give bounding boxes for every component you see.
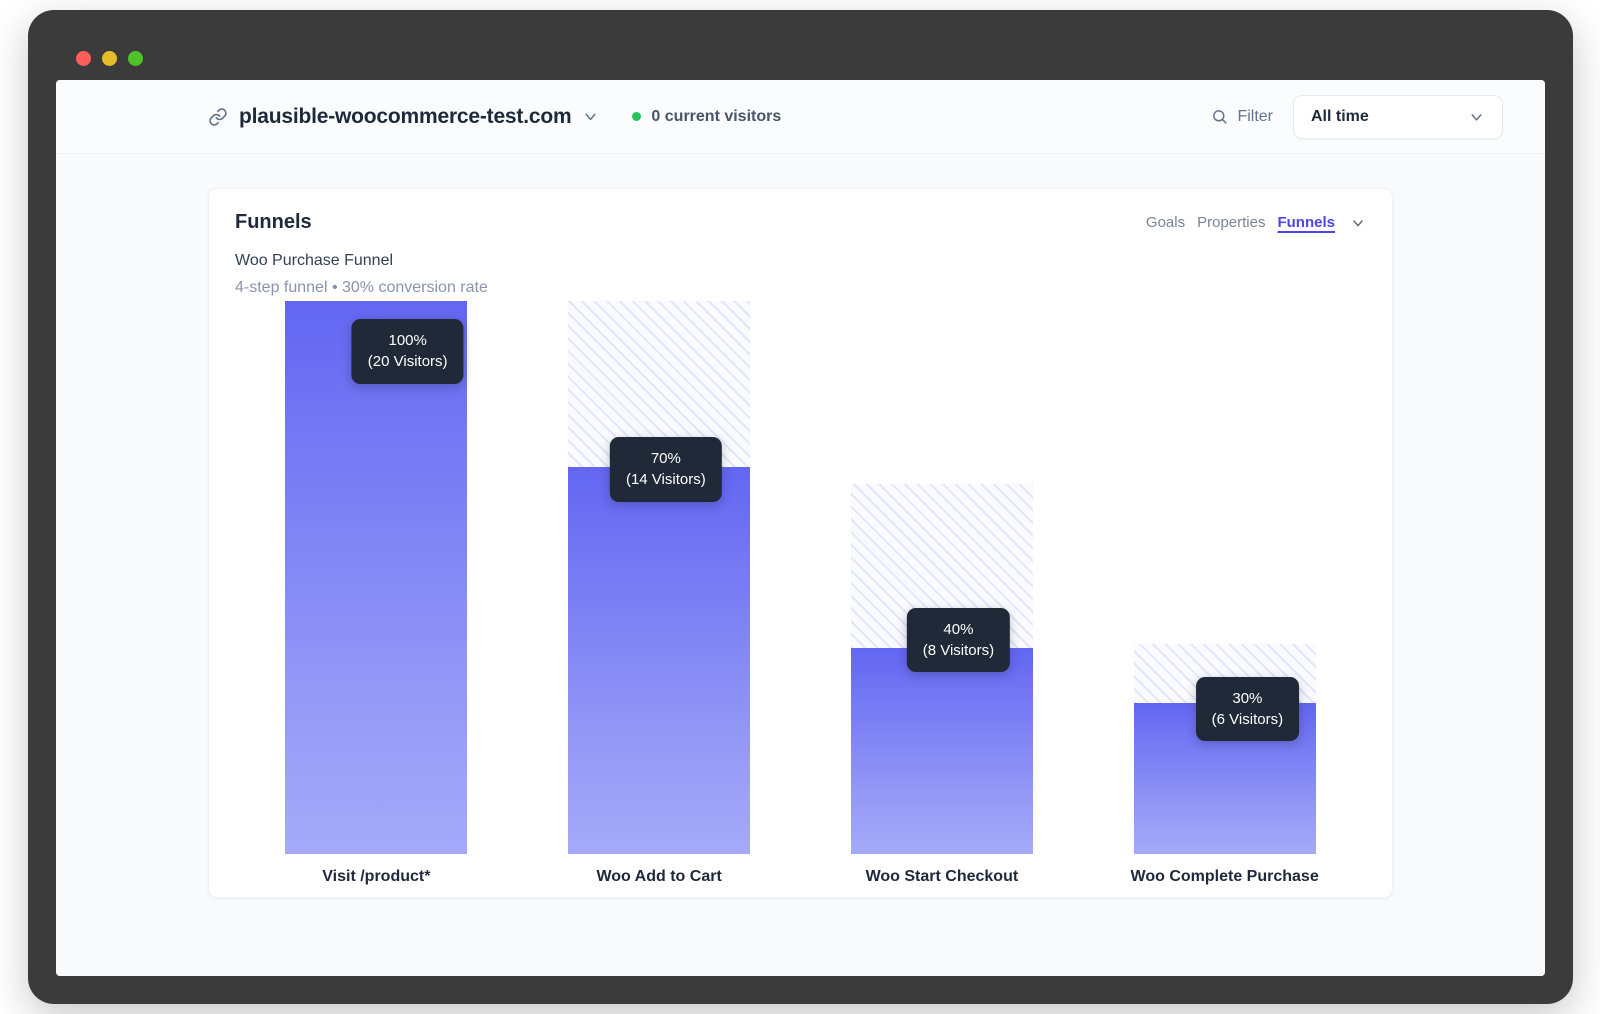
funnel-step: 70% (14 Visitors) <box>518 301 801 854</box>
tab-funnels[interactable]: Funnels <box>1277 214 1335 231</box>
window-titlebar <box>56 36 1545 80</box>
tab-goals[interactable]: Goals <box>1145 214 1186 231</box>
chevron-down-icon[interactable] <box>582 108 599 125</box>
tab-properties[interactable]: Properties <box>1197 214 1266 231</box>
date-range-value: All time <box>1311 107 1369 125</box>
browser-viewport: plausible-woocommerce-test.com 0 current… <box>56 80 1545 976</box>
filter-button[interactable]: Filter <box>1211 108 1273 126</box>
funnel-step: 40% (8 Visitors) <box>801 301 1084 854</box>
site-name: plausible-woocommerce-test.com <box>239 104 572 128</box>
funnel-bar-fill <box>850 648 1033 854</box>
filter-label: Filter <box>1237 107 1273 125</box>
chevron-down-icon[interactable] <box>1349 214 1366 231</box>
funnels-card-header: Funnels Goals Properties Funnels <box>235 211 1366 234</box>
funnel-step-label: Woo Complete Purchase <box>1130 868 1319 885</box>
funnel-bar[interactable]: 40% (8 Visitors) <box>850 483 1033 854</box>
funnel-tooltip: 70% (14 Visitors) <box>609 437 722 502</box>
date-range-select[interactable]: All time <box>1293 94 1503 139</box>
current-visitors-label: 0 current visitors <box>651 107 782 125</box>
funnel-bar[interactable]: 30% (6 Visitors) <box>1133 643 1316 854</box>
window-close-button[interactable] <box>76 50 91 66</box>
funnels-card: Funnels Goals Properties Funnels <box>208 188 1393 898</box>
tooltip-visitors: (14 Visitors) <box>625 471 706 489</box>
tooltip-percent: 70% <box>650 450 681 467</box>
funnel-chart: 100% (20 Visitors) <box>235 301 1366 897</box>
funnel-tooltip: 100% (20 Visitors) <box>351 319 464 384</box>
live-status-icon <box>632 112 642 121</box>
funnel-bar[interactable]: 70% (14 Visitors) <box>568 301 751 854</box>
window-minimize-button[interactable] <box>102 50 117 66</box>
funnel-step: 100% (20 Visitors) <box>235 301 518 854</box>
dashboard-topbar: plausible-woocommerce-test.com 0 current… <box>56 80 1545 154</box>
funnel-step: 30% (6 Visitors) <box>1083 301 1366 854</box>
tooltip-visitors: (8 Visitors) <box>922 641 995 659</box>
link-icon <box>208 107 228 127</box>
tooltip-percent: 100% <box>388 332 427 349</box>
browser-window-frame: plausible-woocommerce-test.com 0 current… <box>28 10 1573 1004</box>
chevron-down-icon <box>1468 108 1485 125</box>
funnel-bars: 100% (20 Visitors) <box>235 301 1366 854</box>
site-selector[interactable]: plausible-woocommerce-test.com <box>208 105 599 129</box>
funnel-name: Woo Purchase Funnel <box>235 252 394 269</box>
page-title: Funnels <box>235 211 312 233</box>
funnel-summary: 4-step funnel • 30% conversion rate <box>235 279 488 296</box>
dashboard-content: Funnels Goals Properties Funnels <box>56 154 1545 976</box>
tooltip-visitors: (20 Visitors) <box>367 353 448 371</box>
tooltip-percent: 30% <box>1232 689 1263 707</box>
window-maximize-button[interactable] <box>128 50 143 66</box>
funnel-bar[interactable]: 100% (20 Visitors) <box>285 301 468 854</box>
search-icon <box>1211 108 1228 125</box>
topbar-actions: Filter All time <box>1211 94 1503 139</box>
funnel-step-label: Woo Start Checkout <box>865 868 1019 885</box>
funnel-step-label: Visit /product* <box>322 868 431 885</box>
report-tabs: Goals Properties Funnels <box>1146 211 1366 231</box>
funnel-tooltip: 30% (6 Visitors) <box>1195 676 1300 742</box>
funnel-bar-fill <box>285 301 468 854</box>
funnel-step-labels: Visit /product* Woo Add to Cart Woo Star… <box>235 868 1366 886</box>
funnel-tooltip: 40% (8 Visitors) <box>906 607 1011 673</box>
funnel-bar-fill <box>568 466 751 854</box>
tooltip-percent: 40% <box>943 620 974 638</box>
funnel-step-label: Woo Add to Cart <box>596 868 722 885</box>
current-visitors[interactable]: 0 current visitors <box>632 108 781 126</box>
tooltip-visitors: (6 Visitors) <box>1211 711 1284 729</box>
